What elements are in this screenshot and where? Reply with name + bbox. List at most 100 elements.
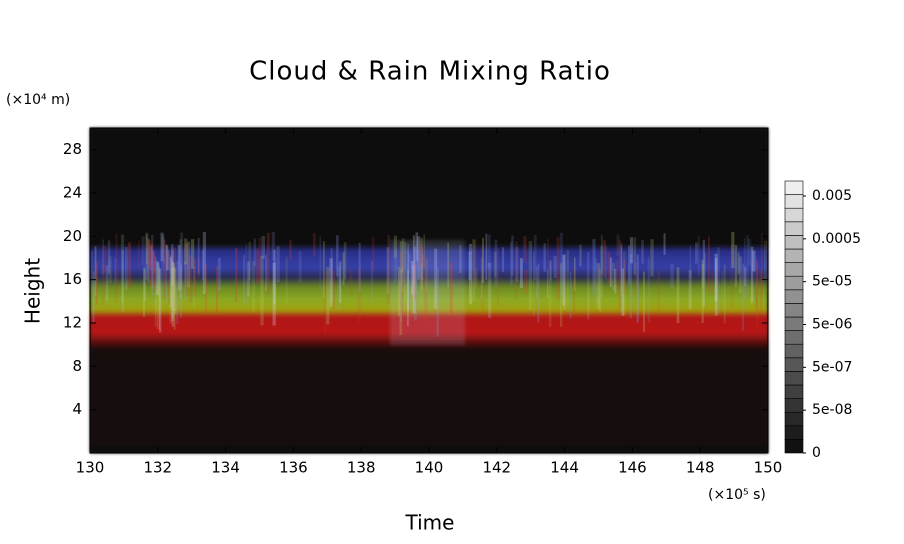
cloud-streak (714, 253, 718, 302)
cloud-streak (272, 262, 276, 326)
cloud-streak (107, 240, 111, 275)
y-tick-label: 8 (72, 357, 82, 375)
cloud-streak (271, 232, 275, 261)
cloud-streak (245, 243, 248, 304)
cloud-streak (386, 247, 390, 295)
cloud-streak (609, 257, 612, 287)
cloud-streak (482, 237, 484, 283)
cloud-streak (592, 238, 596, 295)
cloud-streak (537, 263, 540, 323)
colorbar-tick-label: 0 (812, 445, 821, 461)
cloud-streak (533, 252, 535, 317)
cloud-streak (147, 238, 150, 283)
plot-area (90, 128, 768, 453)
cloud-streak (190, 239, 195, 269)
cloud-streak (143, 267, 146, 317)
cloud-streak (371, 236, 375, 271)
y-tick-label: 20 (63, 227, 82, 245)
cloud-streak (481, 245, 484, 309)
cloud-streak (641, 239, 644, 264)
cloud-streak (128, 242, 131, 288)
cloud-streak (514, 241, 518, 301)
cloud-streak (601, 234, 603, 275)
cloud-streak (618, 240, 621, 310)
cloud-streak (154, 257, 157, 327)
cloud-streak (723, 264, 726, 324)
cloud-streak (730, 244, 734, 309)
cloud-streak (399, 270, 402, 335)
cloud-streak (403, 242, 407, 302)
cloud-streak (535, 266, 538, 299)
cloud-streak (563, 254, 566, 310)
cloud-streak (620, 243, 623, 297)
cloud-streak (235, 247, 238, 303)
colorbar-swatch (784, 235, 804, 250)
cloud-streak (743, 267, 747, 300)
cloud-streak (217, 257, 221, 291)
cloud-streak (179, 239, 183, 299)
cloud-streak (156, 263, 161, 330)
cloud-streak (400, 266, 404, 292)
cloud-streak (596, 263, 600, 309)
cloud-streak (171, 261, 175, 327)
cloud-streak (449, 262, 453, 315)
cloud-streak (413, 260, 417, 321)
colorbar-swatch (784, 180, 804, 195)
cloud-streak (420, 237, 423, 290)
cloud-streak (636, 254, 639, 323)
cloud-streak (701, 259, 704, 324)
cloud-streak (167, 249, 170, 271)
cloud-streak (114, 257, 117, 284)
cloud-streak (151, 249, 155, 289)
cloud-streak (163, 240, 166, 299)
cloud-streak (407, 243, 410, 312)
cloud-streak (408, 253, 412, 308)
cloud-streak (349, 269, 353, 295)
cloud-streak (523, 236, 527, 263)
cloud-streak (248, 241, 252, 281)
cloud-streak (734, 244, 738, 287)
cloud-streak (397, 266, 400, 317)
cloud-streak (256, 248, 259, 284)
cloud-streak (447, 242, 450, 288)
cloud-streak (594, 257, 597, 306)
cloud-streak (413, 246, 417, 296)
cloud-streak (423, 234, 426, 269)
cloud-streak (121, 250, 124, 312)
cloud-streak (319, 236, 322, 291)
cloud-streak (215, 266, 218, 313)
cloud-streak (416, 236, 421, 280)
colorbar-swatch (784, 425, 804, 440)
colorbar-tick-label: 5e-06 (812, 317, 852, 333)
cloud-streak (180, 232, 184, 290)
cloud-streak (697, 236, 700, 277)
cloud-streak (561, 255, 566, 306)
colorbar-swatch (784, 411, 804, 427)
cloud-streak (252, 260, 256, 313)
cloud-streak (108, 256, 112, 284)
cloud-streak (714, 258, 718, 316)
cloud-streak (701, 264, 704, 288)
cloud-streak (760, 233, 763, 294)
cloud-streak (474, 268, 478, 290)
cloud-streak (573, 266, 575, 316)
x-axis-title: Time (405, 511, 455, 535)
cloud-streak (329, 258, 333, 308)
cloud-streak (556, 237, 560, 301)
colorbar-swatch (784, 289, 804, 304)
cloud-streak (472, 239, 476, 302)
cloud-streak (102, 239, 104, 275)
colorbar-tick-label: 5e-08 (812, 402, 852, 418)
colorbar-swatch (784, 262, 804, 277)
colorbar-swatch (784, 275, 804, 291)
cloud-streak (174, 268, 177, 314)
cloud-streak (546, 238, 550, 269)
cloud-streak (260, 255, 264, 326)
cloud-streak (497, 248, 499, 307)
cloud-streak (553, 255, 557, 278)
cloud-streak (743, 238, 746, 287)
cloud-streak (459, 245, 462, 273)
cloud-streak (587, 251, 590, 320)
cloud-streak (670, 264, 674, 289)
cloud-streak (607, 251, 611, 284)
